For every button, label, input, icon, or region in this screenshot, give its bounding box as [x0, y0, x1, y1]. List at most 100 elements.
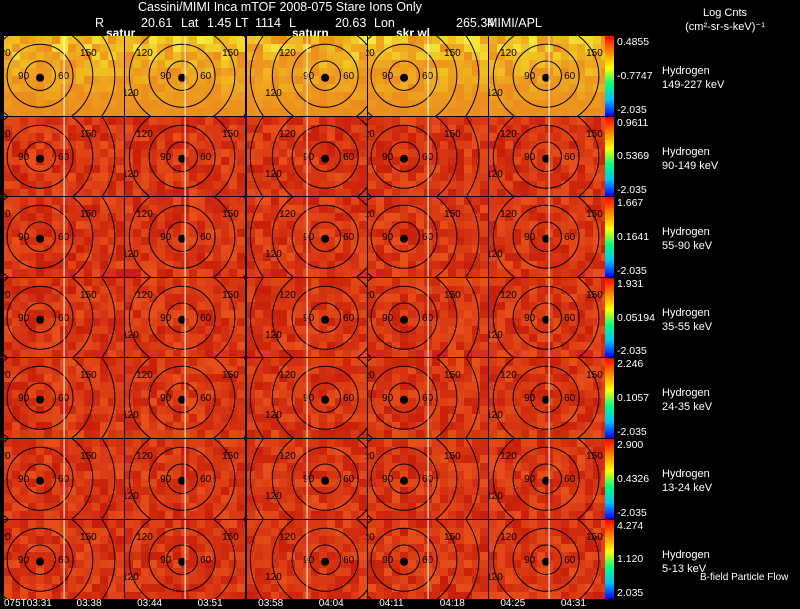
planet-marker — [178, 476, 187, 485]
heatmap-pixel — [367, 349, 376, 358]
heatmap-pixel — [463, 414, 472, 423]
heatmap-pixel — [326, 463, 335, 471]
heatmap-pixel — [157, 479, 166, 487]
heatmap-pixel — [577, 301, 586, 310]
heatmap-pixel — [262, 471, 271, 479]
heatmap-pixel — [479, 92, 488, 100]
heatmap-pixel — [497, 349, 506, 358]
heatmap-pixel — [505, 341, 514, 350]
heatmap-pixel — [125, 132, 134, 141]
heatmap-pixel — [561, 205, 570, 214]
heatmap-pixel — [294, 341, 303, 350]
heatmap-pixel — [221, 221, 230, 230]
heatmap-pixel — [529, 197, 538, 206]
heatmap-pixel — [399, 349, 408, 358]
heatmap-pixel — [383, 349, 392, 358]
heatmap-pixel — [52, 422, 60, 431]
heatmap-pixel — [20, 100, 28, 108]
heatmap-pixel — [278, 414, 287, 423]
heatmap-pixel — [383, 253, 392, 262]
heatmap-pixel — [189, 471, 198, 479]
contour-label: 150 — [586, 209, 603, 220]
heatmap-pixel — [561, 301, 570, 310]
heatmap-pixel — [108, 503, 116, 511]
heatmap-pixel — [497, 293, 506, 302]
heatmap-pixel — [439, 180, 448, 189]
heatmap-pixel — [537, 245, 546, 254]
heatmap-pixel — [20, 221, 28, 230]
heatmap-pixel — [157, 398, 166, 407]
heatmap-pixel — [221, 349, 230, 358]
heatmap-pixel — [367, 132, 376, 141]
heatmap-pixel — [157, 253, 166, 262]
heatmap-pixel — [569, 92, 578, 100]
heatmap-pixel — [521, 349, 530, 358]
heatmap-pixel — [505, 44, 514, 52]
heatmap-pixel — [334, 116, 343, 125]
heatmap-pixel — [237, 301, 246, 310]
heatmap-pixel — [358, 132, 367, 141]
heatmap-pixel — [350, 197, 359, 206]
heatmap-pixel — [497, 44, 506, 52]
heatmap-pixel — [237, 60, 246, 68]
heatmap-pixel — [36, 84, 44, 92]
heatmap-pixel — [529, 36, 538, 44]
heatmap-pixel — [221, 148, 230, 157]
heatmap-pixel — [399, 197, 408, 206]
heatmap-pixel — [149, 349, 158, 358]
heatmap-pixel — [92, 44, 100, 52]
heatmap-pixel — [4, 36, 12, 44]
heatmap-pixel — [431, 124, 440, 133]
heatmap-pixel — [326, 84, 335, 92]
heatmap-pixel — [407, 253, 416, 262]
heatmap-pixel — [521, 172, 530, 181]
heatmap-pixel — [44, 269, 52, 277]
heatmap-pixel — [278, 156, 287, 165]
heatmap-pixel — [92, 463, 100, 471]
heatmap-cell: 9060120150120 — [4, 197, 125, 277]
heatmap-pixel — [585, 414, 594, 423]
heatmap-pixel — [100, 471, 108, 479]
heatmap-pixel — [455, 277, 464, 286]
heatmap-pixel — [447, 447, 456, 455]
heatmap-pixel — [116, 180, 124, 189]
contour-label: 60 — [343, 71, 355, 82]
heatmap-pixel — [133, 430, 142, 438]
heatmap-pixel — [479, 479, 488, 487]
heatmap-pixel — [20, 172, 28, 181]
heatmap-pixel — [92, 293, 100, 302]
heatmap-pixel — [133, 269, 142, 277]
heatmap-pixel — [12, 52, 20, 60]
heatmap-pixel — [497, 148, 506, 157]
heatmap-pixel — [221, 382, 230, 391]
heatmap-pixel — [439, 358, 448, 367]
heatmap-pixel — [141, 293, 150, 302]
heatmap-pixel — [12, 213, 20, 222]
heatmap-pixel — [76, 140, 84, 149]
heatmap-pixel — [593, 140, 602, 149]
heatmap-pixel — [116, 398, 124, 407]
heatmap-pixel — [100, 108, 108, 116]
heatmap-pixel — [553, 124, 562, 133]
heatmap-pixel — [12, 229, 20, 238]
heatmap-pixel — [326, 164, 335, 173]
heatmap-pixel — [237, 269, 246, 277]
heatmap-pixel — [173, 358, 182, 367]
heatmap-pixel — [189, 398, 198, 407]
heatmap-pixel — [342, 471, 351, 479]
heatmap-pixel — [237, 205, 246, 214]
contour-line — [129, 439, 236, 519]
heatmap-pixel — [286, 245, 295, 254]
heatmap-pixel — [157, 229, 166, 238]
heatmap-pixel — [4, 140, 12, 149]
heatmap-pixel — [133, 253, 142, 262]
heatmap-pixel — [294, 382, 303, 391]
heatmap-cell: 9060120150120 — [246, 197, 367, 277]
heatmap-pixel — [133, 382, 142, 391]
heatmap-pixel — [36, 511, 44, 519]
heatmap-pixel — [28, 100, 36, 108]
heatmap-pixel — [246, 52, 255, 60]
heatmap-pixel — [537, 84, 546, 92]
heatmap-pixel — [455, 68, 464, 76]
heatmap-pixel — [125, 349, 134, 358]
